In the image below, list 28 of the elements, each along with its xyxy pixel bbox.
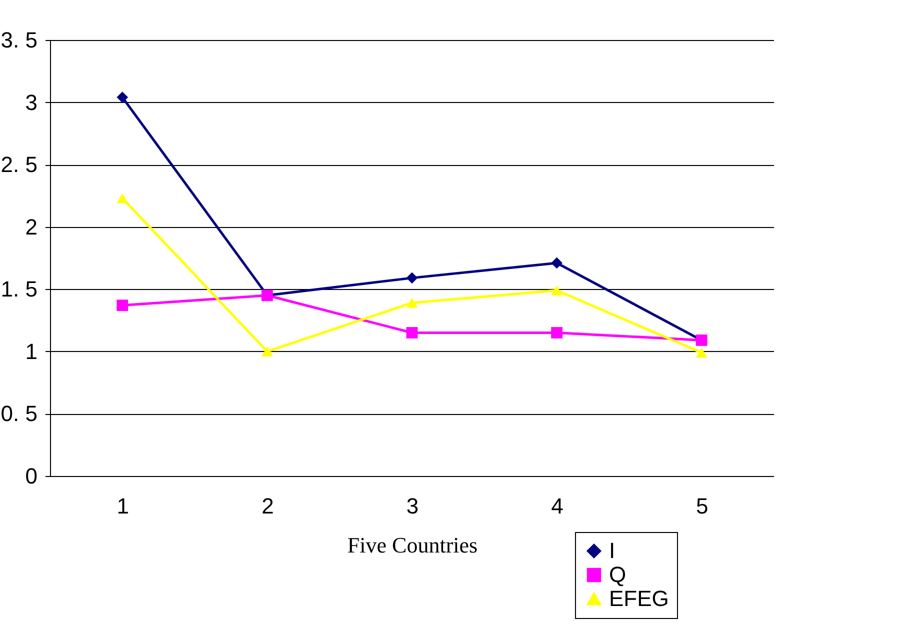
y-tick-label: 2. 5 xyxy=(0,152,38,178)
y-tick-label: 3 xyxy=(25,90,38,115)
point xyxy=(406,327,418,338)
y-tick-label: 1. 5 xyxy=(0,276,38,302)
x-tick-label: 5 xyxy=(696,494,708,518)
point xyxy=(116,193,128,204)
point xyxy=(696,348,708,358)
point xyxy=(406,272,418,284)
legend-label: I xyxy=(609,538,616,563)
x-tick-label: 4 xyxy=(551,494,564,518)
x-axis-title: Five Countries xyxy=(347,532,478,558)
point xyxy=(406,298,418,308)
x-tick-label: 3 xyxy=(406,494,419,518)
point xyxy=(116,300,128,312)
y-tick-label: 2 xyxy=(25,214,38,240)
point xyxy=(262,346,273,356)
point xyxy=(551,285,562,296)
y-tick-label: 3. 5 xyxy=(0,28,38,52)
point xyxy=(116,92,128,104)
x-tick-label: 1 xyxy=(116,494,130,518)
x-tick-label: 2 xyxy=(262,494,274,518)
y-tick-label: 0 xyxy=(25,464,38,488)
y-tick-label: 1 xyxy=(25,338,38,364)
point xyxy=(551,327,562,338)
point xyxy=(551,257,562,269)
legend-label: Q xyxy=(609,562,626,587)
y-tick-label: 0. 5 xyxy=(0,401,38,426)
legend-label: EFEG xyxy=(609,586,669,611)
